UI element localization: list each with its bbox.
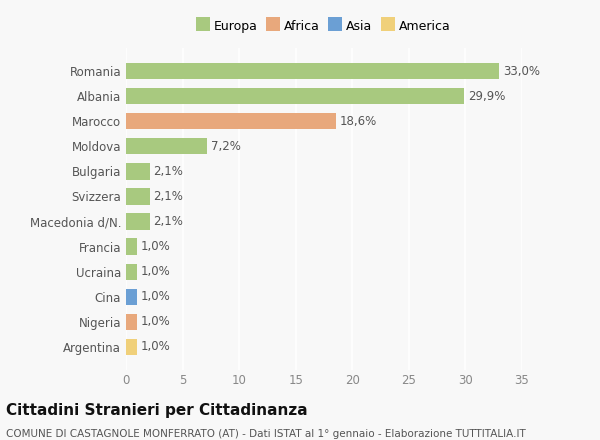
Text: COMUNE DI CASTAGNOLE MONFERRATO (AT) - Dati ISTAT al 1° gennaio - Elaborazione T: COMUNE DI CASTAGNOLE MONFERRATO (AT) - D… <box>6 429 526 439</box>
Text: 2,1%: 2,1% <box>153 190 183 203</box>
Bar <box>126 238 137 255</box>
Bar <box>126 63 499 79</box>
Bar <box>126 138 208 154</box>
Bar <box>126 163 150 180</box>
Text: 29,9%: 29,9% <box>467 90 505 103</box>
Text: 1,0%: 1,0% <box>141 341 170 353</box>
Legend: Europa, Africa, Asia, America: Europa, Africa, Asia, America <box>194 16 454 37</box>
Text: 1,0%: 1,0% <box>141 265 170 278</box>
Text: Cittadini Stranieri per Cittadinanza: Cittadini Stranieri per Cittadinanza <box>6 403 308 418</box>
Text: 1,0%: 1,0% <box>141 315 170 328</box>
Text: 2,1%: 2,1% <box>153 165 183 178</box>
Text: 33,0%: 33,0% <box>503 65 540 77</box>
Text: 2,1%: 2,1% <box>153 215 183 228</box>
Text: 18,6%: 18,6% <box>340 115 377 128</box>
Text: 1,0%: 1,0% <box>141 240 170 253</box>
Text: 1,0%: 1,0% <box>141 290 170 303</box>
Bar <box>126 213 150 230</box>
Bar <box>126 314 137 330</box>
Bar <box>126 289 137 305</box>
Text: 7,2%: 7,2% <box>211 140 241 153</box>
Bar <box>126 188 150 205</box>
Bar <box>126 264 137 280</box>
Bar <box>126 88 464 104</box>
Bar <box>126 339 137 355</box>
Bar <box>126 113 337 129</box>
